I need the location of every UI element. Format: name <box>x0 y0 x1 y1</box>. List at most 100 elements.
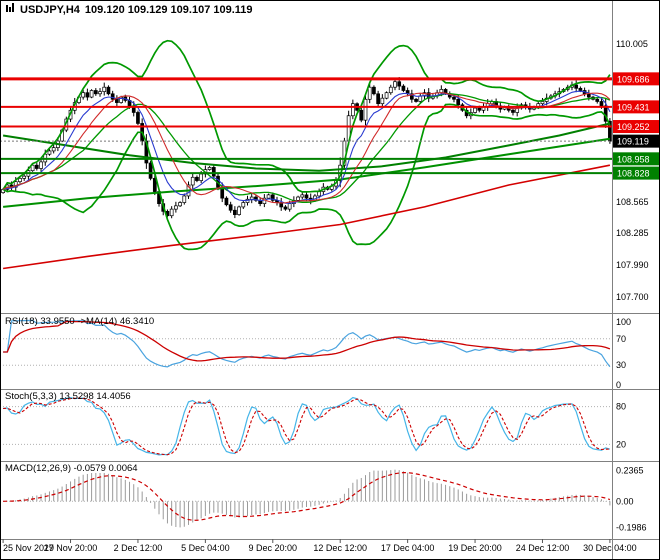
price-badge-label: 109.119 <box>617 137 649 147</box>
candle-body <box>182 195 187 203</box>
price-tick-label: 108.285 <box>616 228 649 238</box>
candle-body <box>89 90 94 98</box>
bollinger-upper <box>2 39 611 193</box>
ma-long-green-upper <box>2 122 611 172</box>
ma-long-green-lower <box>2 137 611 208</box>
rsi-axis-label: 30 <box>616 360 626 370</box>
price-tick-label: 110.005 <box>616 39 648 49</box>
candle-body <box>237 206 241 215</box>
time-label: 30 Dec 04:00 <box>583 543 637 553</box>
candle-body <box>148 162 153 179</box>
price-badge-label: 109.431 <box>617 102 650 112</box>
candle-body <box>34 164 39 169</box>
candle-body <box>367 86 372 100</box>
time-label: 12 Dec 12:00 <box>313 543 367 553</box>
macd-axis-label: 0.00 <box>616 496 634 506</box>
candle-body <box>152 178 157 192</box>
stoch-pane: 80 20 <box>0 396 626 456</box>
price-badge <box>613 120 659 134</box>
candle-body <box>207 167 212 170</box>
price-badge <box>613 72 659 86</box>
candle-body <box>418 95 423 102</box>
macd-axis-label: -0.1986 <box>616 522 647 532</box>
candle-body <box>115 98 119 103</box>
candle-body <box>397 81 402 87</box>
price-axis[interactable]: 110.005 108.565 108.285 107.990 107.700 <box>616 39 649 302</box>
ma-long-red <box>2 164 611 270</box>
price-badges: 109.686 109.431 109.252 109.119 108.958 108.8… <box>613 72 659 180</box>
time-label: 9 Dec 20:00 <box>249 543 298 553</box>
candle-body <box>249 196 254 200</box>
candle-body <box>477 107 482 111</box>
candle-body <box>241 202 246 208</box>
price-badge <box>613 152 659 166</box>
candle-body <box>578 87 583 91</box>
candle-body <box>30 164 35 172</box>
price-badge <box>613 134 659 148</box>
time-label: 24 Dec 12:00 <box>516 543 570 553</box>
time-label: 2 Dec 12:00 <box>114 543 163 553</box>
candle-body <box>283 206 288 210</box>
candle-body <box>254 196 258 201</box>
stoch-d-line <box>3 397 610 456</box>
candle-body <box>22 175 27 179</box>
candle-body <box>363 98 368 121</box>
time-label: 27 Nov 20:00 <box>44 543 98 553</box>
bollinger-lower <box>2 103 611 251</box>
candle-body <box>178 202 182 207</box>
price-badge <box>613 166 659 180</box>
price-badge <box>613 100 659 114</box>
candle-body <box>401 85 406 91</box>
candle-body <box>359 109 364 121</box>
rsi-line <box>3 319 611 368</box>
candle-body <box>190 176 195 186</box>
candle-body <box>511 109 515 113</box>
macd-pane: 0.2365 0.00 -0.1986 <box>0 465 647 532</box>
rsi-ma-line <box>3 320 611 362</box>
time-label: 5 Dec 04:00 <box>181 543 230 553</box>
candle-body <box>296 196 300 201</box>
macd-signal-line <box>3 471 611 521</box>
macd-axis-label: 0.2365 <box>616 465 644 475</box>
candle-body <box>266 194 271 199</box>
candle-body <box>85 92 90 98</box>
candle-body <box>456 98 461 106</box>
candle-body <box>304 194 309 199</box>
candle-body <box>422 92 427 97</box>
candle-body <box>81 92 86 98</box>
candle-body <box>452 96 456 100</box>
rsi-pane: 100 70 30 0 <box>0 317 631 390</box>
candle-body <box>287 203 292 210</box>
candle-body <box>414 98 418 102</box>
candle-body <box>106 86 111 95</box>
price-tick-label: 107.700 <box>616 292 649 302</box>
candle-body <box>93 90 98 95</box>
candle-body <box>51 147 56 152</box>
rsi-axis-label: 0 <box>616 380 621 390</box>
candle-body <box>351 103 355 117</box>
candle-body <box>47 150 52 155</box>
candle-body <box>372 86 376 95</box>
long-ma-lines <box>2 122 611 270</box>
candle-body <box>376 93 380 105</box>
candle-body <box>384 92 389 99</box>
candle-body <box>98 91 102 95</box>
price-tick-label: 107.990 <box>616 260 649 270</box>
candle-body <box>174 205 178 210</box>
time-label: 19 Dec 20:00 <box>448 543 502 553</box>
candle-body <box>574 84 579 89</box>
stoch-axis-label: 80 <box>616 402 626 412</box>
price-badge-label: 109.686 <box>617 74 650 84</box>
candle-body <box>195 176 199 181</box>
candle-body <box>388 86 393 94</box>
candle-body <box>409 93 414 100</box>
candle-body <box>599 101 604 107</box>
time-label: 25 Nov 2019 <box>3 543 54 553</box>
candle-body <box>233 209 237 215</box>
rsi-axis-label: 100 <box>616 317 631 327</box>
candle-body <box>102 86 107 92</box>
